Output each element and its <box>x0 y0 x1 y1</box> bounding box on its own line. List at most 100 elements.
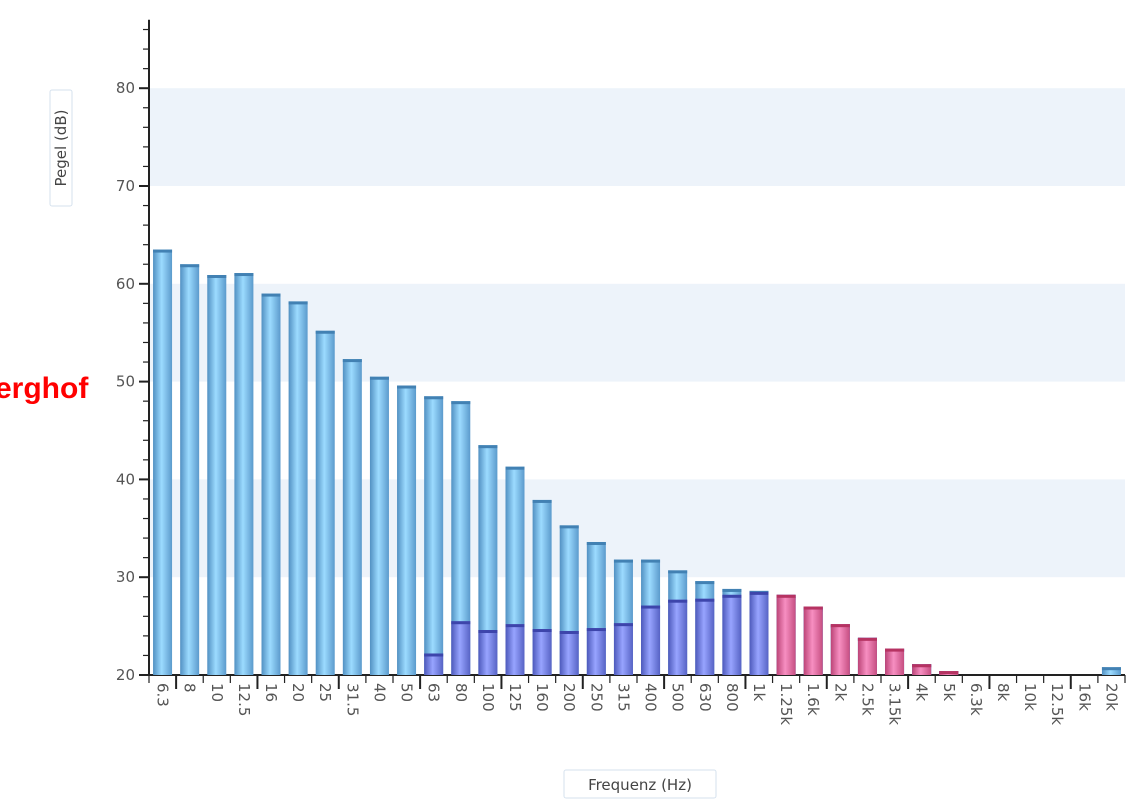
bar-cap <box>885 648 905 652</box>
bar-series-3 <box>803 606 823 675</box>
bar-series-3 <box>776 594 796 675</box>
bar-cap <box>207 274 227 278</box>
x-tick-label: 12.5 <box>235 683 253 716</box>
bar-cap <box>776 594 796 598</box>
x-tick-label: 315 <box>614 683 632 712</box>
x-axis-label: Frequenz (Hz) <box>588 776 692 794</box>
bar-cap <box>342 359 362 363</box>
bar-cap <box>532 629 552 633</box>
x-tick-label: 25 <box>316 683 334 702</box>
y-tick-label: 50 <box>116 373 135 391</box>
bar-cap <box>153 249 173 253</box>
bar-cap <box>695 598 715 602</box>
x-tick-label: 100 <box>479 683 497 712</box>
bar-series-1 <box>451 401 471 675</box>
y-tick-label: 70 <box>116 177 135 195</box>
bar-cap <box>830 624 850 628</box>
bar-cap <box>397 385 417 389</box>
bar-series-1 <box>261 293 281 675</box>
x-tick-label: 8k <box>994 683 1012 702</box>
x-tick-label: 1.6k <box>804 683 822 716</box>
bar-cap <box>613 623 633 627</box>
bars <box>153 249 1121 675</box>
x-tick-label: 10 <box>208 683 226 702</box>
y-tick-label: 80 <box>116 79 135 97</box>
bar-cap <box>641 605 661 609</box>
bar-cap <box>369 376 389 380</box>
bar-cap <box>478 445 498 449</box>
x-tick-label: 20k <box>1102 683 1120 711</box>
bar-cap <box>261 293 281 297</box>
bar-series-2 <box>586 628 606 675</box>
bar-cap <box>912 664 932 668</box>
bar-series-1 <box>207 274 227 675</box>
bar-series-3 <box>885 648 905 675</box>
bar-cap <box>586 628 606 632</box>
bar-cap <box>288 301 308 305</box>
x-tick-label: 125 <box>506 683 524 712</box>
y-tick-label: 40 <box>116 470 135 488</box>
bar-series-1 <box>153 249 173 675</box>
bar-cap <box>505 466 525 470</box>
bar-series-2 <box>505 624 525 675</box>
x-tick-label: 31.5 <box>343 683 361 716</box>
grid-bands <box>149 88 1125 578</box>
x-tick-label: 5k <box>940 683 958 702</box>
bar-series-2 <box>668 599 688 675</box>
bar-series-2 <box>451 621 471 675</box>
x-tick-label: 160 <box>533 683 551 712</box>
bar-cap <box>315 330 335 334</box>
bar-series-1 <box>315 330 335 675</box>
bar-series-2 <box>424 653 444 675</box>
bar-series-2 <box>559 630 579 675</box>
bar-cap <box>668 599 688 603</box>
y-axis-title: Pegel (dB) <box>49 89 73 207</box>
x-tick-label: 20 <box>289 683 307 702</box>
bar-series-2 <box>722 594 742 675</box>
bar-series-2 <box>749 591 769 675</box>
bar-cap <box>180 264 200 268</box>
x-tick-label: 250 <box>587 683 605 712</box>
x-tick-label: 630 <box>696 683 714 712</box>
x-tick-label: 200 <box>560 683 578 712</box>
bar-cap <box>722 594 742 598</box>
bar-cap <box>749 591 769 595</box>
bar-cap <box>586 541 606 545</box>
bar-series-2 <box>695 598 715 675</box>
y-tick-label: 20 <box>116 666 135 684</box>
bar-series-1 <box>234 273 254 675</box>
bar-cap <box>532 499 552 503</box>
bar-cap <box>1101 667 1121 671</box>
x-tick-label: 12.5k <box>1048 683 1066 725</box>
x-tick-label: 500 <box>669 683 687 712</box>
bar-cap <box>451 401 471 405</box>
x-tick-label: 6.3k <box>967 683 985 716</box>
bar-series-2 <box>478 630 498 675</box>
y-axis-label: Pegel (dB) <box>52 110 70 187</box>
bar-series-2 <box>613 623 633 675</box>
bar-cap <box>641 559 661 563</box>
bar-series-1 <box>1101 667 1121 675</box>
x-tick-label: 2k <box>831 683 849 702</box>
overlay-label: erghof <box>0 372 89 405</box>
bar-cap <box>722 588 742 592</box>
y-tick-label: 30 <box>116 568 135 586</box>
bar-cap <box>613 559 633 563</box>
bar-series-3 <box>857 637 877 675</box>
y-tick-label: 60 <box>116 275 135 293</box>
x-tick-label: 4k <box>913 683 931 702</box>
bar-cap <box>857 637 877 641</box>
bar-cap <box>668 570 688 574</box>
x-tick-label: 50 <box>398 683 416 702</box>
x-tick-label: 800 <box>723 683 741 712</box>
y-axis: 20 30 40 50 60 70 80 <box>116 19 150 684</box>
bar-series-1 <box>288 301 308 675</box>
x-axis-title: Frequenz (Hz) <box>563 769 717 799</box>
bar-series-1 <box>397 385 417 675</box>
grid-band <box>149 283 1125 382</box>
bar-cap <box>478 630 498 634</box>
bar-series-1 <box>180 264 200 675</box>
bar-cap <box>451 621 471 625</box>
x-tick-label: 6.3 <box>154 683 172 707</box>
